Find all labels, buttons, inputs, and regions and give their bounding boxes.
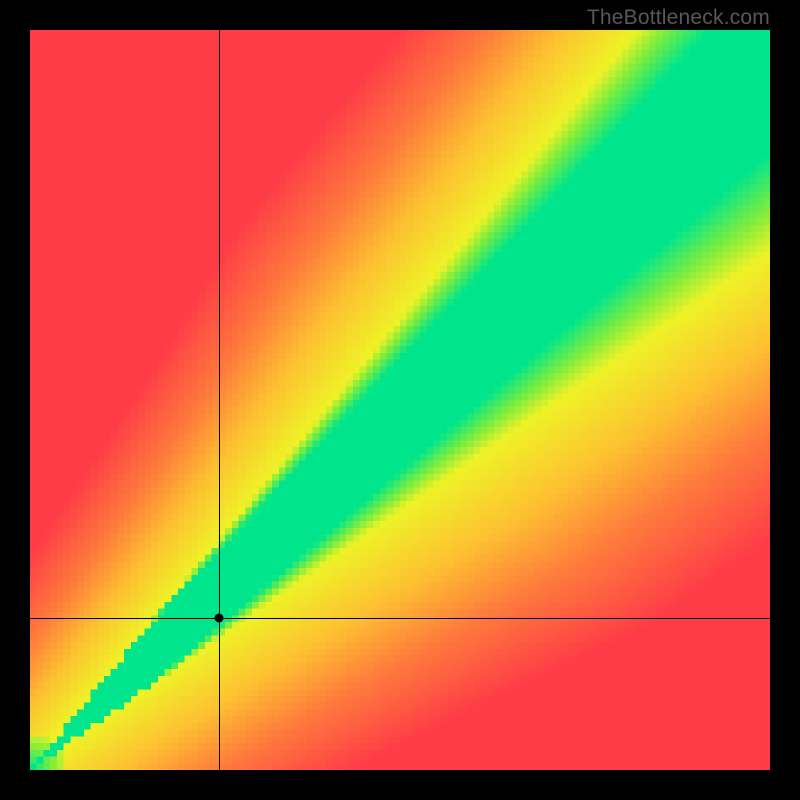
marker-dot [214, 614, 223, 623]
crosshair-vertical [219, 30, 220, 770]
heatmap-canvas [30, 30, 770, 770]
watermark-text: TheBottleneck.com [587, 6, 770, 30]
plot-area [30, 30, 770, 770]
chart-container: TheBottleneck.com [0, 0, 800, 800]
crosshair-horizontal [30, 618, 770, 619]
